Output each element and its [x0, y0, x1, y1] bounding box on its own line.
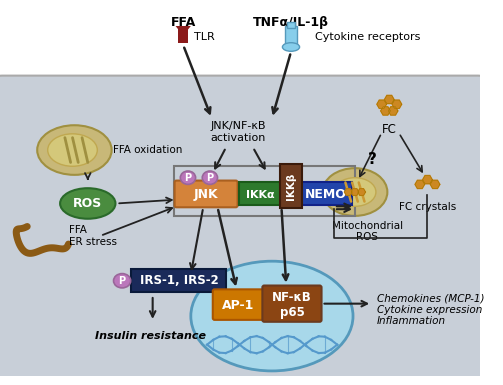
Polygon shape [415, 180, 425, 189]
FancyBboxPatch shape [263, 286, 321, 322]
Text: ?: ? [368, 152, 377, 167]
Text: JNK: JNK [194, 188, 218, 201]
Polygon shape [392, 100, 402, 108]
Ellipse shape [48, 134, 97, 166]
FancyBboxPatch shape [301, 182, 352, 205]
Text: FC crystals: FC crystals [399, 202, 456, 212]
Ellipse shape [181, 171, 196, 184]
Text: FFA: FFA [171, 17, 196, 30]
FancyBboxPatch shape [238, 182, 282, 205]
Ellipse shape [60, 188, 116, 219]
Text: JNK/NF-κB
activation: JNK/NF-κB activation [211, 121, 266, 143]
Ellipse shape [282, 43, 300, 51]
Polygon shape [423, 176, 432, 184]
FancyBboxPatch shape [175, 181, 237, 207]
Polygon shape [345, 189, 352, 195]
Bar [179, 26, 188, 43]
Polygon shape [358, 189, 365, 195]
Polygon shape [388, 107, 398, 115]
Text: Mitochondrial
ROS: Mitochondrial ROS [332, 221, 403, 242]
Text: AP-1: AP-1 [222, 299, 255, 312]
Text: NEMO: NEMO [305, 188, 347, 201]
Polygon shape [430, 180, 440, 189]
Text: IKKβ: IKKβ [286, 172, 296, 200]
Polygon shape [377, 100, 386, 108]
Text: FFA
ER stress: FFA ER stress [69, 225, 117, 247]
Text: NF-κB
p65: NF-κB p65 [272, 291, 312, 319]
Ellipse shape [37, 125, 112, 175]
FancyBboxPatch shape [0, 75, 489, 385]
Polygon shape [384, 95, 394, 104]
Bar [287, 22, 295, 28]
Ellipse shape [322, 168, 387, 216]
Ellipse shape [114, 274, 131, 288]
Polygon shape [351, 189, 359, 195]
Polygon shape [381, 107, 390, 115]
FancyBboxPatch shape [280, 164, 302, 208]
Ellipse shape [191, 261, 353, 371]
Text: IKKα: IKKα [246, 190, 275, 200]
Text: Insulin resistance: Insulin resistance [95, 331, 206, 341]
Text: P: P [119, 276, 126, 286]
Text: Cytokine receptors: Cytokine receptors [315, 32, 420, 42]
Text: P: P [206, 173, 213, 183]
Text: TLR: TLR [194, 32, 214, 42]
Ellipse shape [334, 178, 376, 206]
Text: TNFα/IL-1β: TNFα/IL-1β [253, 17, 329, 30]
Bar [285, 26, 297, 47]
Text: P: P [185, 173, 192, 183]
Text: ROS: ROS [73, 197, 103, 210]
Ellipse shape [202, 171, 217, 184]
Text: Chemokines (MCP-1)
Cytokine expression
Inflammation: Chemokines (MCP-1) Cytokine expression I… [377, 293, 484, 326]
Polygon shape [176, 26, 191, 35]
Bar [0, 9, 480, 95]
FancyBboxPatch shape [213, 290, 264, 320]
Text: FFA oxidation: FFA oxidation [113, 145, 182, 155]
Text: IRS-1, IRS-2: IRS-1, IRS-2 [140, 274, 219, 287]
FancyBboxPatch shape [131, 269, 226, 292]
Text: FC: FC [382, 123, 397, 136]
